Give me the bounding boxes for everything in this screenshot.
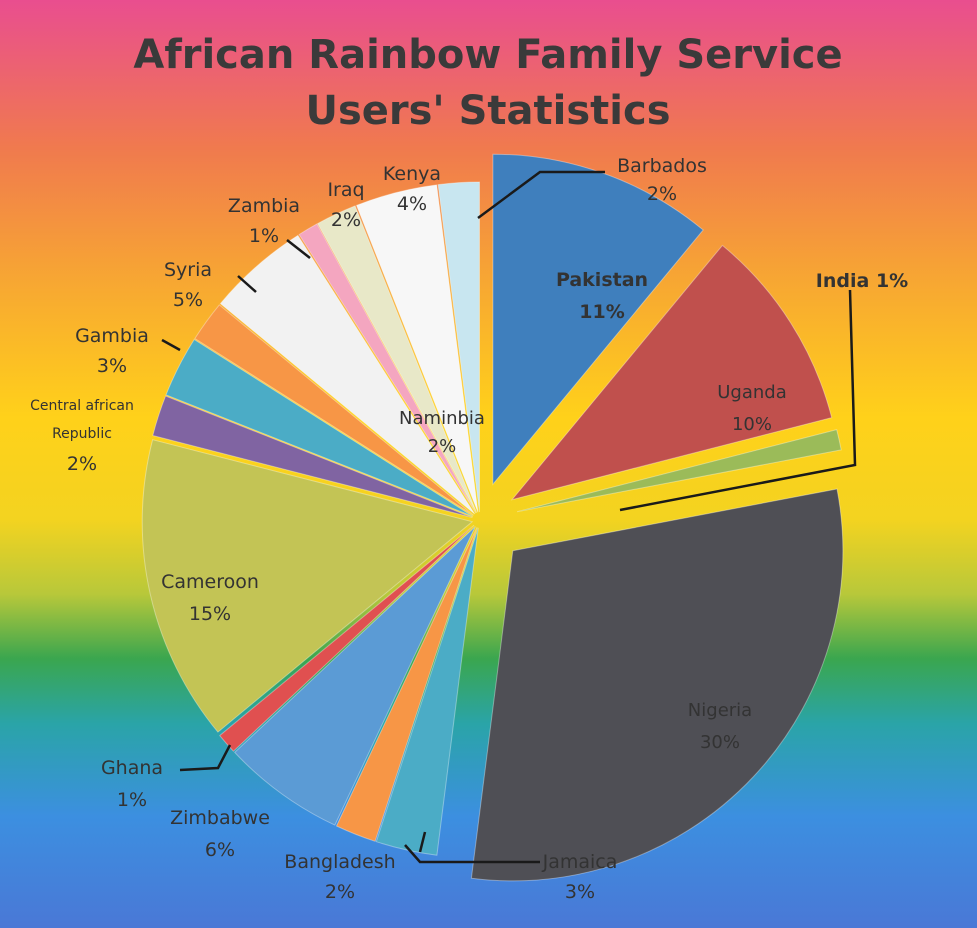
pie-slice-kenya xyxy=(355,184,479,513)
pie-slice-pakistan xyxy=(492,153,704,486)
pie-slice-ghana xyxy=(218,524,475,752)
label-pakistan: Pakistan xyxy=(556,269,648,291)
value-central-african-republic: 2% xyxy=(67,453,97,475)
label-syria: Syria xyxy=(164,259,212,281)
chart-title-line-2: Users' Statistics xyxy=(305,88,670,134)
value-bangladesh: 2% xyxy=(325,881,355,903)
label-gambia: Gambia xyxy=(75,325,149,347)
value-pakistan: 11% xyxy=(579,301,624,323)
value-uganda: 10% xyxy=(732,414,772,435)
leader-line-jamaica xyxy=(404,844,540,864)
leader-line-bangladesh xyxy=(418,831,427,853)
label-central-african-republic-2: Republic xyxy=(52,426,112,442)
leader-line-india xyxy=(619,289,857,512)
label-kenya: Kenya xyxy=(383,163,441,185)
pie-slice-central-african-republic xyxy=(152,395,473,518)
pie-slice-barbados xyxy=(437,181,480,513)
pie-slice-nigeria xyxy=(470,488,844,882)
value-iraq: 2% xyxy=(331,209,361,231)
pie-slices xyxy=(141,153,844,882)
label-ghana: Ghana xyxy=(101,757,163,779)
pie-slice-zimbabwe xyxy=(233,526,476,826)
label-naminbia: Naminbia xyxy=(399,408,485,429)
label-india: India 1% xyxy=(816,270,908,292)
pie-slice-zambia xyxy=(298,223,477,514)
pie-slice-uganda xyxy=(510,244,833,501)
value-barbados: 2% xyxy=(647,183,677,205)
label-central-african-republic: Central african xyxy=(30,398,134,414)
label-jamaica: Jamaica xyxy=(542,851,618,873)
leader-line-ghana xyxy=(179,744,232,772)
pie-slice-bangladesh xyxy=(335,527,478,842)
label-zimbabwe: Zimbabwe xyxy=(170,807,270,829)
chart-title-line-1: African Rainbow Family Service xyxy=(133,32,842,78)
pie-slice-jamaica xyxy=(375,527,479,856)
value-naminbia: 2% xyxy=(428,436,457,457)
pie-slice-iraq xyxy=(316,205,478,514)
pie-slice-naminbia xyxy=(194,304,474,516)
label-zambia: Zambia xyxy=(228,195,300,217)
label-barbados: Barbados xyxy=(617,155,707,177)
leader-line-barbados xyxy=(477,170,605,220)
label-nigeria: Nigeria xyxy=(688,700,752,721)
value-jamaica: 3% xyxy=(565,881,595,903)
leader-line-gambia xyxy=(161,338,181,352)
pie-slice-syria xyxy=(219,234,476,515)
value-cameroon: 15% xyxy=(189,603,231,625)
value-syria: 5% xyxy=(173,289,203,311)
leader-line-syria xyxy=(237,275,257,293)
leader-line-zambia xyxy=(286,239,311,259)
pie-slice-cameroon xyxy=(141,439,474,733)
value-gambia: 3% xyxy=(97,355,127,377)
pie-slice-india-1 xyxy=(516,428,842,513)
pie-slice-gambia xyxy=(165,338,474,517)
value-zimbabwe: 6% xyxy=(205,839,235,861)
label-cameroon: Cameroon xyxy=(161,571,259,593)
label-uganda: Uganda xyxy=(717,382,787,403)
label-iraq: Iraq xyxy=(327,179,364,201)
value-kenya: 4% xyxy=(397,193,427,215)
value-ghana: 1% xyxy=(117,789,147,811)
label-bangladesh: Bangladesh xyxy=(284,851,395,873)
value-nigeria: 30% xyxy=(700,732,740,753)
value-zambia: 1% xyxy=(249,225,279,247)
